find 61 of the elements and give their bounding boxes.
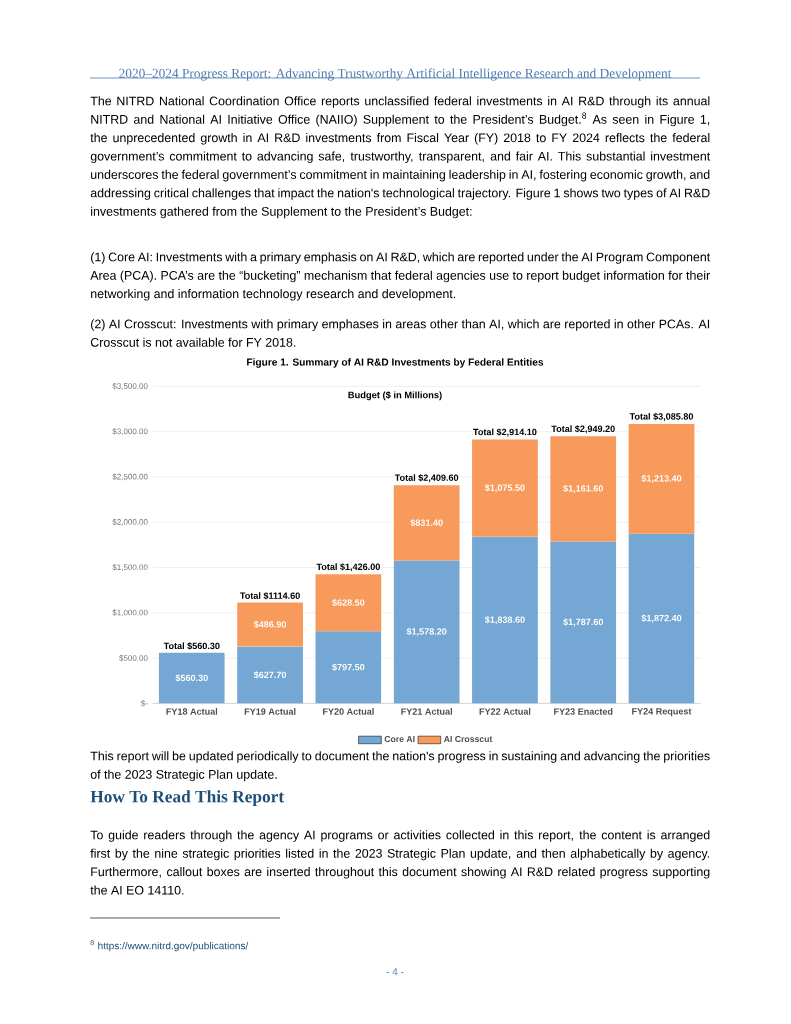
bar (472, 536, 538, 704)
x-tick-label: FY21 Actual (401, 708, 452, 715)
y-tick-label: $2,500.00 (112, 473, 148, 481)
x-tick-label: FY20 Actual (323, 708, 374, 715)
total-label: Total $2,914.10 (473, 428, 537, 437)
total-label: Total $2,949.20 (551, 425, 615, 434)
text: To guide readers through the agency AI programs or activities collected in this report, the content is arranged first by the nine strategic priorities listed in the 2023 Strategic Plan update, and then alphabetically by agency. Furthermore, callout boxes are inserted throughout this document showing AI R&D related progress supporting the AI EO 14110. (90, 830, 710, 895)
y-tick-label: $500.00 (119, 654, 148, 662)
text: $^{8}$ https://www.nitrd.gov/publications/ (90, 940, 249, 952)
data-label: $627.70 (253, 671, 287, 679)
bar (393, 485, 460, 561)
data-label: $1,787.60 (563, 618, 604, 627)
data-label: $797.50 (332, 663, 365, 671)
bar (472, 439, 538, 537)
bar (628, 533, 695, 704)
data-label: $1,872.40 (641, 614, 682, 623)
data-label: $1,075.50 (484, 484, 525, 493)
text: (1) Core AI: Investments with a primary emphasis on AI R&D, which are reported under the AI Program Component Area (PCA). PCA’s are the “bucketing” mechanism that federal agencies use to report budget information for their networking and information technology research and development. (90, 252, 711, 301)
data-label: $1,213.40 (641, 474, 682, 483)
y-tick-label: $3,000.00 (112, 428, 148, 436)
chart-title: Figure 1. Summary of AI R&D Investments by Federal Entities (247, 358, 544, 368)
text: This report will be updated periodically to document the nation's progress in sustaining and advancing the priorities of the 2023 Strategic Plan update. (90, 751, 710, 782)
total-label: Total $3,085.80 (629, 412, 694, 421)
y-tick-label: $3,500.00 (112, 382, 148, 390)
data-label: $1,161.60 (563, 484, 604, 493)
bar (158, 652, 225, 704)
text: (2) AI Crosscut: Investments with primary emphases in areas other than AI, which are reported in other PCAs. AI Crosscut is not available for FY 2018. (90, 319, 710, 347)
legend-label: AI Crosscut (443, 735, 493, 743)
data-label: $628.50 (332, 598, 365, 607)
y-tick-label: $- (140, 700, 148, 707)
total-label: Total $1114.60 (240, 592, 300, 600)
data-label: $1,838.60 (484, 616, 525, 625)
bar (237, 646, 303, 704)
text: How To Read This Report (90, 790, 285, 806)
bar (315, 631, 382, 704)
total-label: Total $2,409.60 (394, 474, 459, 483)
text: - 4 - (386, 968, 404, 976)
bar (393, 560, 460, 704)
total-label: Total $1,426.00 (316, 563, 380, 572)
bar (550, 436, 617, 542)
data-label: $1,578.20 (406, 627, 447, 636)
text: The NITRD National Coordination Office reports unclassified federal investments in AI R&D through its annual NITRD and National AI Initiative Office (NAIIO) Supplement to the President’s Budget.$^{8}$ As seen in Figure 1, the unprecedented growth in AI R&D investments from Fiscal Year (FY) 2018 to FY 2024 reflects the federal government’s commitment to advancing safe, trustworthy, transparent, and fair AI. This substantial investment underscores the federal government’s commitment in maintaining leadership in AI, fostering economic growth, and addressing critical challenges that impact the nation's technological trajectory. Figure 1 shows two types of AI R&D investments gathered from the Supplement to the President’s Budget: (90, 96, 711, 219)
data-label: $831.40 (410, 519, 443, 527)
x-tick-label: FY24 Request (632, 708, 692, 717)
bar (315, 574, 382, 632)
total-label: Total $560.30 (163, 642, 220, 650)
bar (237, 602, 303, 647)
y-tick-label: $1,500.00 (112, 564, 148, 571)
text: 2020–2024 Progress Report: Advancing Trustworthy Artificial Intelligence Research and Development (119, 68, 672, 81)
bar (550, 541, 617, 704)
x-tick-label: FY23 Enacted (554, 708, 613, 715)
text: Budget ($ in Millions) (348, 391, 442, 401)
data-label: $486.90 (253, 620, 287, 629)
x-tick-label: FY22 Actual (479, 708, 531, 715)
data-label: $560.30 (175, 674, 208, 682)
legend-label: Core AI (384, 735, 415, 743)
y-tick-label: $1,000.00 (112, 609, 148, 617)
bar (628, 423, 695, 534)
x-tick-label: FY18 Actual (166, 708, 218, 715)
y-tick-label: $2,000.00 (112, 518, 148, 526)
x-tick-label: FY19 Actual (244, 708, 296, 715)
